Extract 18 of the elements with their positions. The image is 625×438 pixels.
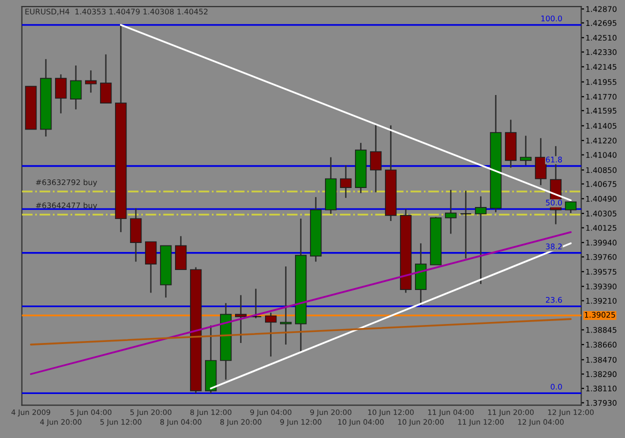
candlestick	[534, 137, 547, 186]
candlestick	[130, 208, 142, 262]
candlestick	[340, 164, 352, 199]
candlestick	[265, 312, 277, 358]
candlestick	[55, 74, 67, 114]
candlestick	[280, 266, 292, 346]
candlestick	[520, 135, 532, 166]
candlestick	[70, 64, 82, 110]
candlestick	[145, 241, 157, 294]
candlestick	[460, 190, 472, 260]
candlestick	[474, 196, 487, 285]
candlestick	[85, 70, 97, 94]
candlestick	[175, 235, 187, 270]
candlestick	[100, 54, 112, 104]
candlestick	[235, 294, 247, 344]
candlestick	[370, 123, 382, 194]
candlestick	[444, 189, 457, 234]
candlestick	[564, 198, 577, 214]
